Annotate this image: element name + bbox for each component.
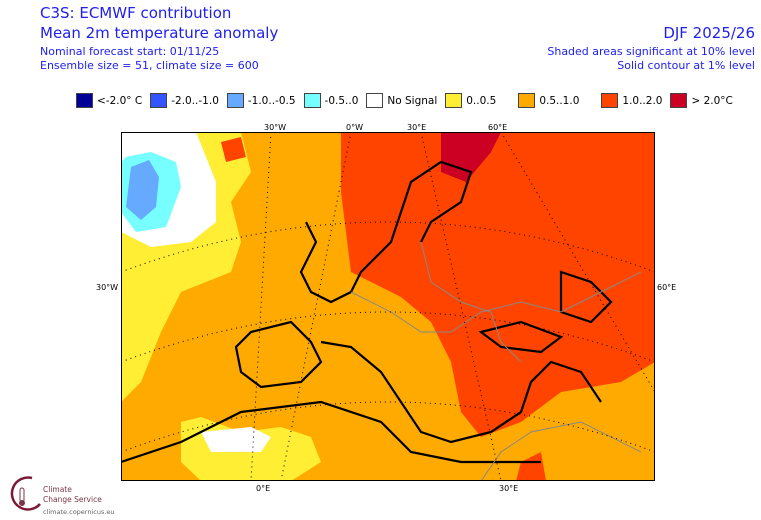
legend-swatch (670, 93, 688, 108)
legend-item: -1.0..-0.5 (226, 93, 296, 108)
legend-label: 0.5..1.0 (539, 94, 580, 107)
legend-swatch (366, 93, 384, 108)
legend-item: No Signal (366, 93, 437, 108)
legend-label: No Signal (387, 94, 438, 107)
lon-label: 60°E (488, 123, 508, 132)
legend-swatch (445, 93, 463, 108)
lon-label: 30°W (96, 283, 119, 292)
title: C3S: ECMWF contribution (40, 4, 232, 22)
lon-label: 30°E (499, 484, 519, 493)
legend-item: 1.0..2.0 (601, 93, 662, 108)
legend-item: 0.5..1.0 (518, 93, 579, 108)
map-frame (121, 132, 655, 481)
legend-swatch (226, 93, 244, 108)
copernicus-logo (10, 476, 41, 511)
legend-swatch (150, 93, 168, 108)
region-1.0-2.0 (341, 132, 655, 437)
legend-label: 1.0..2.0 (622, 94, 663, 107)
legend-item: <-2.0° C (76, 93, 142, 108)
logo-url: climate.copernicus.eu (43, 508, 115, 516)
contour-note: Solid contour at 1% level (617, 59, 755, 72)
lon-label: 0°W (346, 123, 363, 132)
borders (350, 241, 642, 481)
region-1.0-2.0 (221, 137, 246, 162)
coastlines (121, 160, 613, 464)
legend-label: -0.5..0 (324, 94, 359, 107)
graticule (121, 132, 655, 481)
legend-item: -0.5..0 (303, 93, 359, 108)
legend-item: > 2.0°C (670, 93, 733, 108)
region-above-2.0 (441, 132, 501, 182)
region-neg-1.0-0.5 (126, 160, 159, 220)
period: DJF 2025/26 (663, 24, 755, 42)
legend-label: -1.0..-0.5 (247, 94, 296, 107)
lon-label: 60°E (657, 283, 677, 292)
anomaly-map (121, 132, 655, 481)
legend-swatch (518, 93, 536, 108)
ensemble-size: Ensemble size = 51, climate size = 600 (40, 59, 259, 72)
legend-label: -2.0..-1.0 (171, 94, 219, 107)
legend-item: -2.0..-1.0 (150, 93, 219, 108)
forecast-start: Nominal forecast start: 01/11/25 (40, 45, 220, 58)
legend-label: 0..0.5 (466, 94, 497, 107)
significance-note: Shaded areas significant at 10% level (547, 45, 755, 58)
legend-swatch (76, 93, 93, 108)
subtitle: Mean 2m temperature anomaly (40, 24, 279, 42)
legend: <-2.0° C -2.0..-1.0 -1.0..-0.5 -0.5..0 No Si… (76, 93, 741, 108)
legend-swatch (601, 93, 619, 108)
legend-swatch (303, 93, 321, 108)
legend-item: 0..0.5 (445, 93, 496, 108)
logo-text: Climate Change Service (43, 485, 102, 504)
legend-label: > 2.0°C (691, 94, 733, 107)
region-1.0-2.0 (516, 452, 546, 481)
legend-label: <-2.0° C (97, 94, 143, 107)
lon-label: 30°W (264, 123, 287, 132)
lon-label: 30°E (407, 123, 427, 132)
lon-label: 0°E (256, 484, 271, 493)
region-no-signal (201, 427, 271, 452)
